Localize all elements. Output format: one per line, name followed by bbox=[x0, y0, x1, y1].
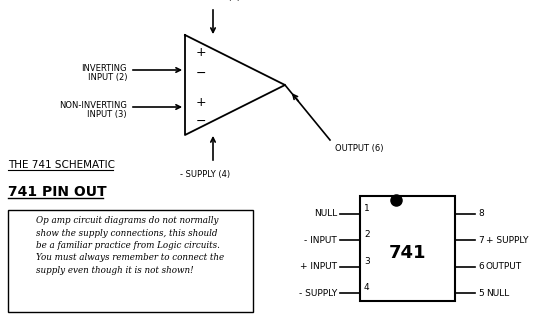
Text: NULL: NULL bbox=[486, 289, 509, 297]
Text: 5: 5 bbox=[478, 289, 484, 297]
Text: + SUPPLY: + SUPPLY bbox=[486, 236, 529, 245]
Text: - SUPPLY: - SUPPLY bbox=[298, 289, 337, 297]
Text: NULL: NULL bbox=[314, 210, 337, 218]
Text: INPUT (3): INPUT (3) bbox=[87, 110, 127, 119]
Text: +: + bbox=[195, 97, 206, 110]
Text: 7: 7 bbox=[478, 236, 484, 245]
Text: Op amp circuit diagrams do not normally
show the supply connections, this should: Op amp circuit diagrams do not normally … bbox=[36, 216, 225, 275]
Bar bbox=[8, 210, 253, 312]
Text: OUTPUT (6): OUTPUT (6) bbox=[335, 144, 384, 153]
Text: + INPUT: + INPUT bbox=[300, 262, 337, 271]
Text: - SUPPLY (4): - SUPPLY (4) bbox=[180, 170, 230, 179]
Text: 8: 8 bbox=[478, 210, 484, 218]
Text: −: − bbox=[196, 67, 206, 80]
Text: 6: 6 bbox=[478, 262, 484, 271]
Text: INPUT (2): INPUT (2) bbox=[87, 73, 127, 82]
Text: 2: 2 bbox=[364, 230, 370, 239]
Text: OUTPUT: OUTPUT bbox=[486, 262, 522, 271]
Text: +: + bbox=[195, 46, 206, 59]
Text: 741 PIN OUT: 741 PIN OUT bbox=[8, 185, 106, 199]
Text: 741: 741 bbox=[389, 243, 426, 262]
Bar bbox=[360, 196, 455, 301]
Text: −: − bbox=[196, 114, 206, 127]
Text: NON-INVERTING: NON-INVERTING bbox=[59, 101, 127, 110]
Text: 1: 1 bbox=[364, 204, 370, 213]
Text: 3: 3 bbox=[364, 257, 370, 266]
Text: THE 741 SCHEMATIC: THE 741 SCHEMATIC bbox=[8, 160, 115, 170]
Text: + SUPPLY (7): + SUPPLY (7) bbox=[186, 0, 240, 2]
Text: INVERTING: INVERTING bbox=[82, 64, 127, 73]
Text: 4: 4 bbox=[364, 283, 370, 292]
Text: - INPUT: - INPUT bbox=[304, 236, 337, 245]
